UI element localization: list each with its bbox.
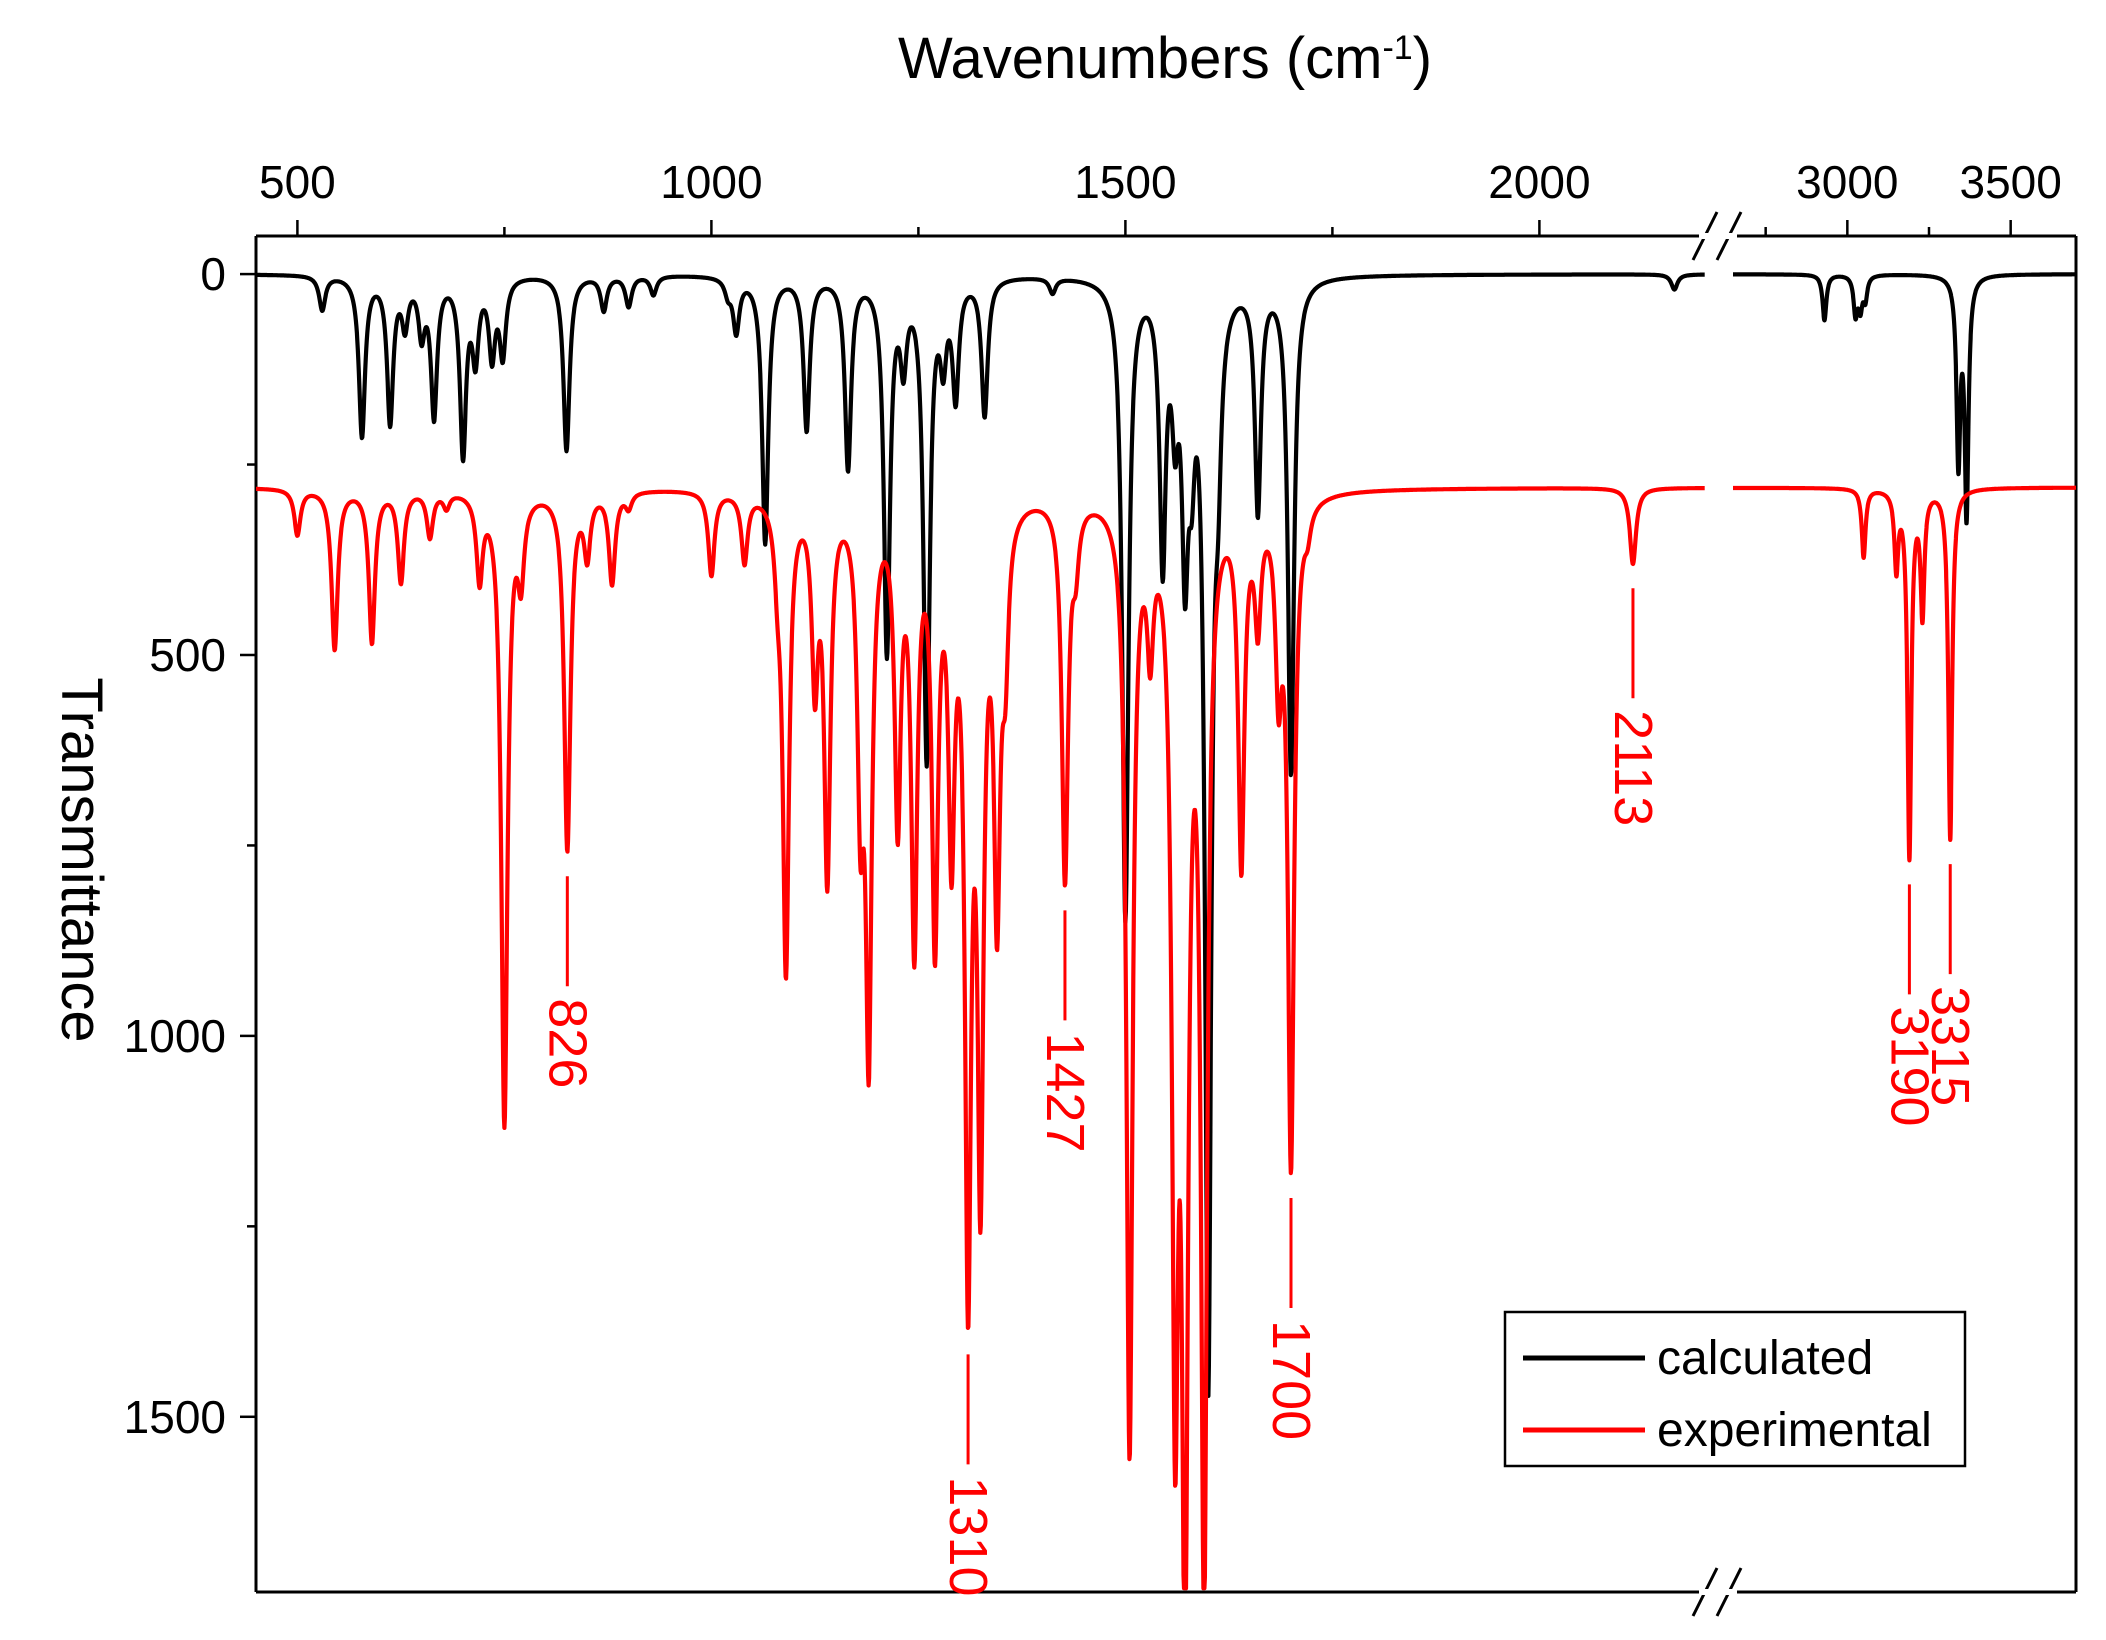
peak-annotation-label: 2113 <box>1603 710 1663 826</box>
calculated-spectrum-line-segment-1 <box>254 272 1707 1398</box>
x-tick-label: 2000 <box>1488 156 1590 208</box>
experimental-spectrum-line-segment-1 <box>254 486 1707 1591</box>
legend-label-calculated: calculated <box>1657 1332 1873 1385</box>
x-tick-label: 1000 <box>660 156 762 208</box>
peak-annotation-label: 3190 <box>1879 1006 1939 1126</box>
experimental-spectrum-line-segment-2 <box>1731 485 2078 863</box>
x-tick-label: 3500 <box>1959 156 2061 208</box>
peak-annotation-label: 1310 <box>938 1476 998 1596</box>
axis-break-gap <box>1701 1589 1733 1595</box>
peak-annotation-label: 1700 <box>1261 1320 1321 1440</box>
y-axis-title: Transmittance <box>49 677 114 1042</box>
y-tick-label: 500 <box>149 629 226 681</box>
legend-box <box>1503 1310 1967 1468</box>
peak-annotation-label: 1427 <box>1035 1032 1095 1152</box>
x-tick-label: 500 <box>259 156 336 208</box>
x-axis-title: Wavenumbers (cm-1) <box>898 26 1432 91</box>
peak-annotation-label: 826 <box>537 998 597 1088</box>
x-tick-label: 3000 <box>1796 156 1898 208</box>
y-tick-label: 1500 <box>124 1391 226 1443</box>
legend-label-experimental: experimental <box>1657 1404 1932 1457</box>
peak-annotation-label: 3315 <box>1920 986 1980 1106</box>
calculated-spectrum-line-segment-2 <box>1731 272 2078 526</box>
y-tick-label: 1000 <box>124 1010 226 1062</box>
axis-break-gap <box>1701 233 1733 239</box>
x-tick-label: 1500 <box>1074 156 1176 208</box>
y-tick-label: 0 <box>200 248 226 300</box>
